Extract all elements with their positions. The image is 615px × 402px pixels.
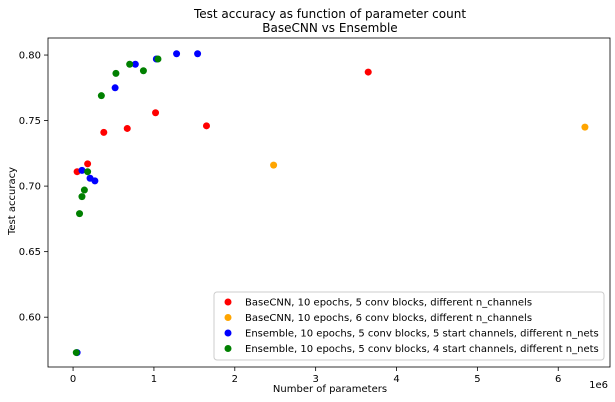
y-axis-ticks: 0.60 0.65 0.70 0.75 0.80 bbox=[19, 51, 48, 324]
data-point-series-4 bbox=[84, 168, 92, 176]
x-tick-label: 4 bbox=[393, 374, 399, 385]
y-tick-label: 0.75 bbox=[19, 116, 41, 127]
data-point-series-3 bbox=[194, 50, 202, 58]
x-axis-ticks: 0 1 2 3 4 5 6 bbox=[70, 367, 561, 385]
x-tick-label: 0 bbox=[70, 374, 76, 385]
data-point-series-4 bbox=[72, 349, 80, 357]
y-tick-label: 0.80 bbox=[19, 51, 41, 62]
plot-frame bbox=[47, 37, 611, 368]
data-point-series-1 bbox=[123, 124, 131, 132]
legend: BaseCNN, 10 epochs, 5 conv blocks, diffe… bbox=[213, 291, 605, 361]
legend-marker bbox=[224, 329, 232, 337]
data-point-series-3 bbox=[111, 84, 119, 92]
data-point-series-4 bbox=[97, 92, 105, 100]
data-point-series-4 bbox=[126, 60, 134, 68]
data-point-series-1 bbox=[364, 68, 372, 76]
x-tick-label: 5 bbox=[474, 374, 480, 385]
chart-subtitle: BaseCNN vs Ensemble bbox=[262, 21, 397, 35]
legend-marker bbox=[224, 298, 232, 306]
legend-box bbox=[213, 291, 605, 361]
data-point-series-1 bbox=[152, 109, 160, 117]
y-tick-label: 0.60 bbox=[19, 313, 41, 324]
data-point-series-3 bbox=[78, 166, 86, 174]
legend-entry: Ensemble, 10 epochs, 5 conv blocks, 5 st… bbox=[245, 329, 599, 340]
x-tick-label: 3 bbox=[312, 374, 318, 385]
x-axis-offset-label: 1e6 bbox=[589, 380, 608, 391]
data-point-series-1 bbox=[84, 160, 92, 168]
data-point-series-4 bbox=[112, 69, 120, 77]
legend-entry: Ensemble, 10 epochs, 5 conv blocks, 4 st… bbox=[245, 344, 599, 355]
data-point-series-3 bbox=[173, 50, 181, 58]
data-point-series-4 bbox=[139, 67, 147, 75]
data-points bbox=[72, 50, 589, 357]
y-tick-label: 0.65 bbox=[19, 247, 41, 258]
data-point-series-3 bbox=[91, 177, 99, 185]
x-tick-label: 2 bbox=[232, 374, 238, 385]
data-point-series-1 bbox=[100, 128, 108, 136]
legend-entry: BaseCNN, 10 epochs, 6 conv blocks, diffe… bbox=[245, 313, 532, 324]
x-tick-label: 1 bbox=[151, 374, 157, 385]
legend-entry: BaseCNN, 10 epochs, 5 conv blocks, diffe… bbox=[245, 298, 532, 309]
legend-marker bbox=[224, 314, 232, 321]
plot-area bbox=[47, 37, 611, 368]
data-point-series-3 bbox=[131, 60, 139, 68]
data-point-series-4 bbox=[76, 210, 84, 218]
data-point-series-4 bbox=[154, 55, 162, 63]
data-point-series-1 bbox=[202, 122, 210, 130]
data-point-series-4 bbox=[78, 193, 86, 201]
y-tick-label: 0.70 bbox=[19, 182, 41, 193]
data-point-series-2 bbox=[581, 123, 589, 131]
data-point-series-4 bbox=[80, 186, 88, 194]
x-tick-label: 6 bbox=[555, 374, 561, 385]
legend-marker bbox=[224, 345, 232, 352]
y-axis-label: Test accuracy bbox=[7, 167, 18, 236]
data-point-series-2 bbox=[270, 161, 278, 169]
x-axis-label: Number of parameters bbox=[273, 384, 387, 395]
chart-title: Test accuracy as function of parameter c… bbox=[193, 7, 466, 21]
